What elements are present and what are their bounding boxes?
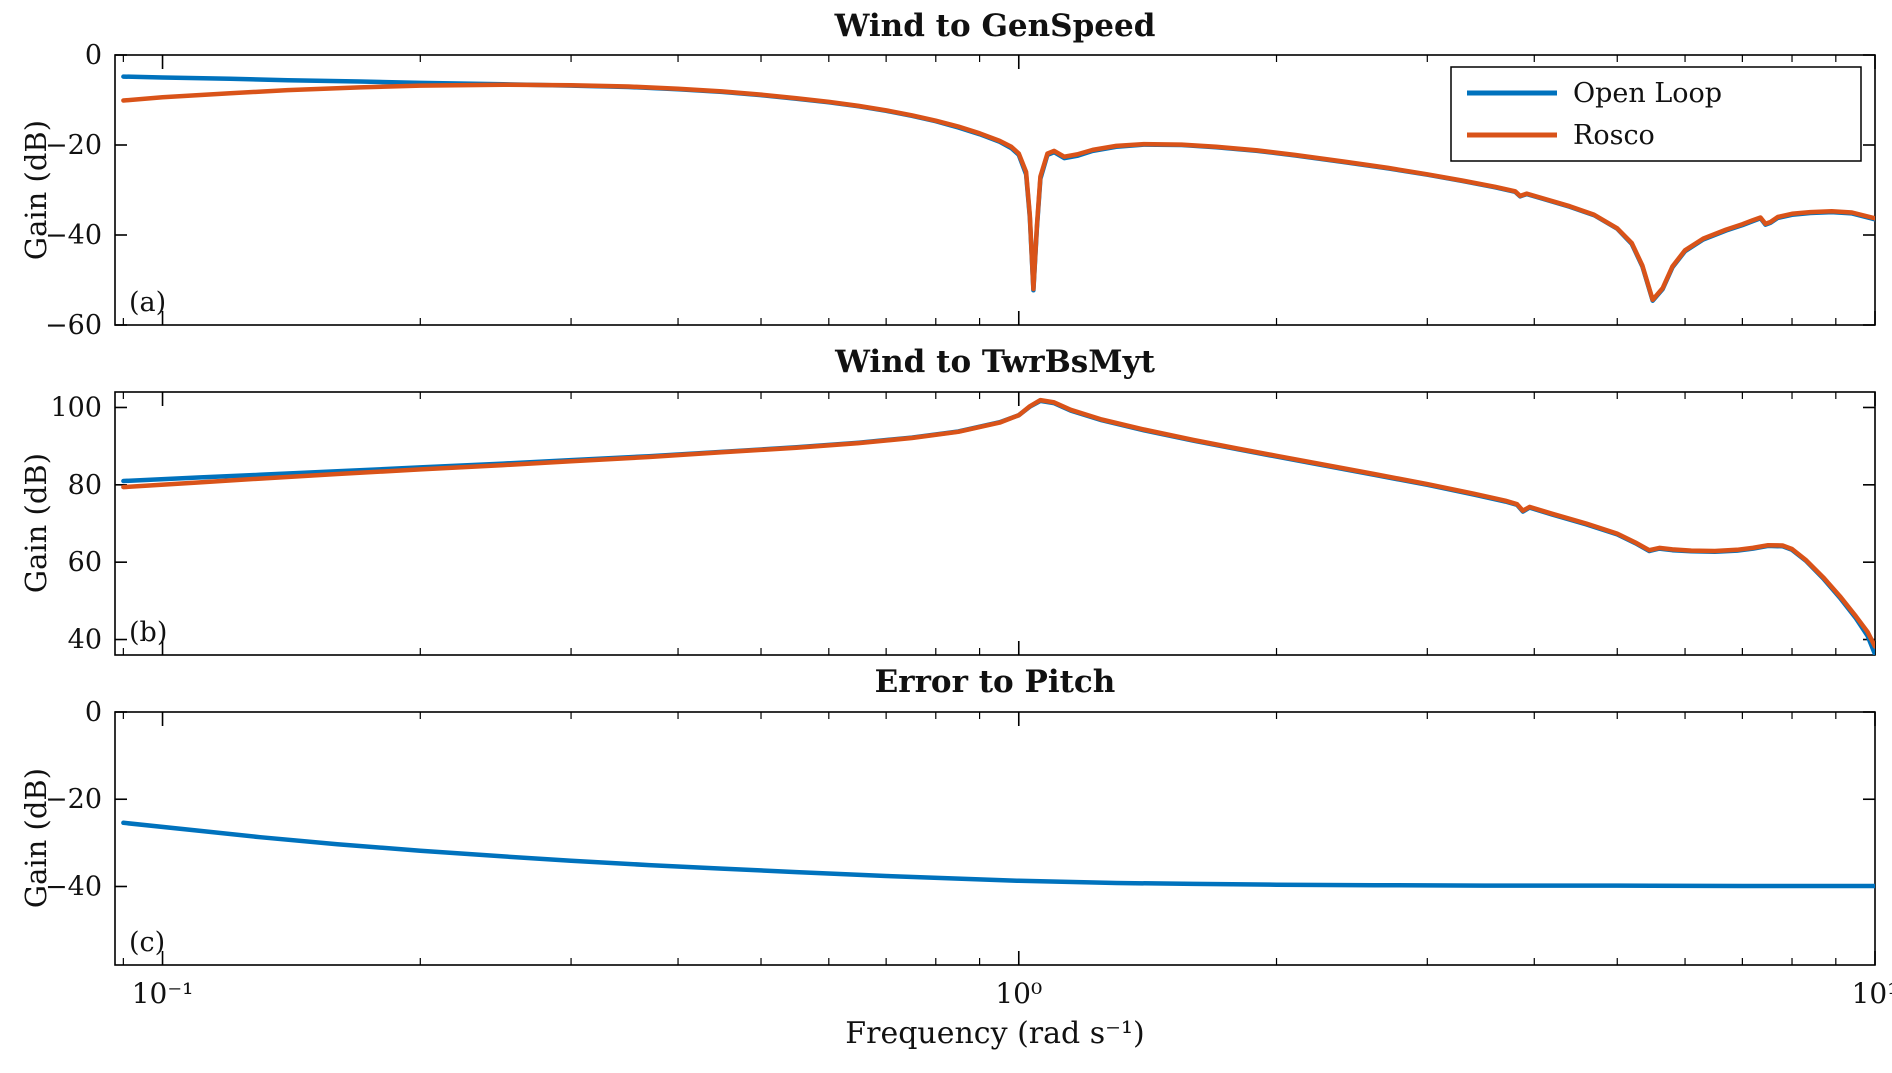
- y-tick-label: 40: [68, 625, 102, 656]
- axes-box: [114, 391, 1876, 656]
- x-axis-label: Frequency (rad s⁻¹): [845, 1016, 1145, 1051]
- axes-box: [114, 54, 1876, 326]
- legend-label: Open Loop: [1573, 78, 1722, 109]
- y-tick-label: −20: [45, 784, 102, 815]
- subplot-b-ylabel: Gain (dB): [19, 452, 53, 594]
- panel-label: (b): [129, 617, 167, 648]
- subplot-c-plot: 0 −20 −40 10⁻¹ 10⁰ 10¹ (c): [45, 697, 1892, 1010]
- x-tick-label: 10¹: [1852, 977, 1892, 1010]
- y-tick-label: 0: [85, 40, 102, 71]
- subplot-b-title: Wind to TwrBsMyt: [835, 344, 1155, 380]
- subplot-c-title: Error to Pitch: [874, 664, 1116, 700]
- subplot-b-plot: 100 80 60 40 (b): [50, 391, 1876, 656]
- series-rosco: [121, 82, 1875, 303]
- series-open-loop: [121, 820, 1875, 889]
- y-tick-label: −20: [45, 130, 102, 161]
- y-tick-label: 60: [68, 547, 102, 578]
- subplot-a-ylabel: Gain (dB): [19, 119, 53, 261]
- axes-box: [114, 711, 1876, 966]
- y-tick-label: 80: [68, 470, 102, 501]
- subplot-c-ylabel: Gain (dB): [19, 767, 53, 909]
- panel-label: (c): [129, 927, 165, 958]
- y-tick-label: −40: [45, 220, 102, 251]
- series-open-loop: [121, 398, 1875, 655]
- y-tick-label: −40: [45, 871, 102, 902]
- subplot-a-plot: 0 −20 −40 −60 (a) Open Loop Rosco: [45, 40, 1876, 340]
- panel-label: (a): [129, 287, 166, 318]
- x-tick-label: 10⁻¹: [132, 977, 194, 1010]
- series-rosco: [121, 397, 1875, 649]
- x-tick-label: 10⁰: [995, 977, 1042, 1010]
- subplot-a-title: Wind to GenSpeed: [834, 8, 1156, 44]
- legend-box: [1450, 66, 1862, 162]
- y-tick-label: −60: [45, 310, 102, 340]
- legend-label: Rosco: [1573, 120, 1655, 151]
- y-tick-label: 100: [50, 392, 102, 423]
- y-tick-label: 0: [85, 697, 102, 728]
